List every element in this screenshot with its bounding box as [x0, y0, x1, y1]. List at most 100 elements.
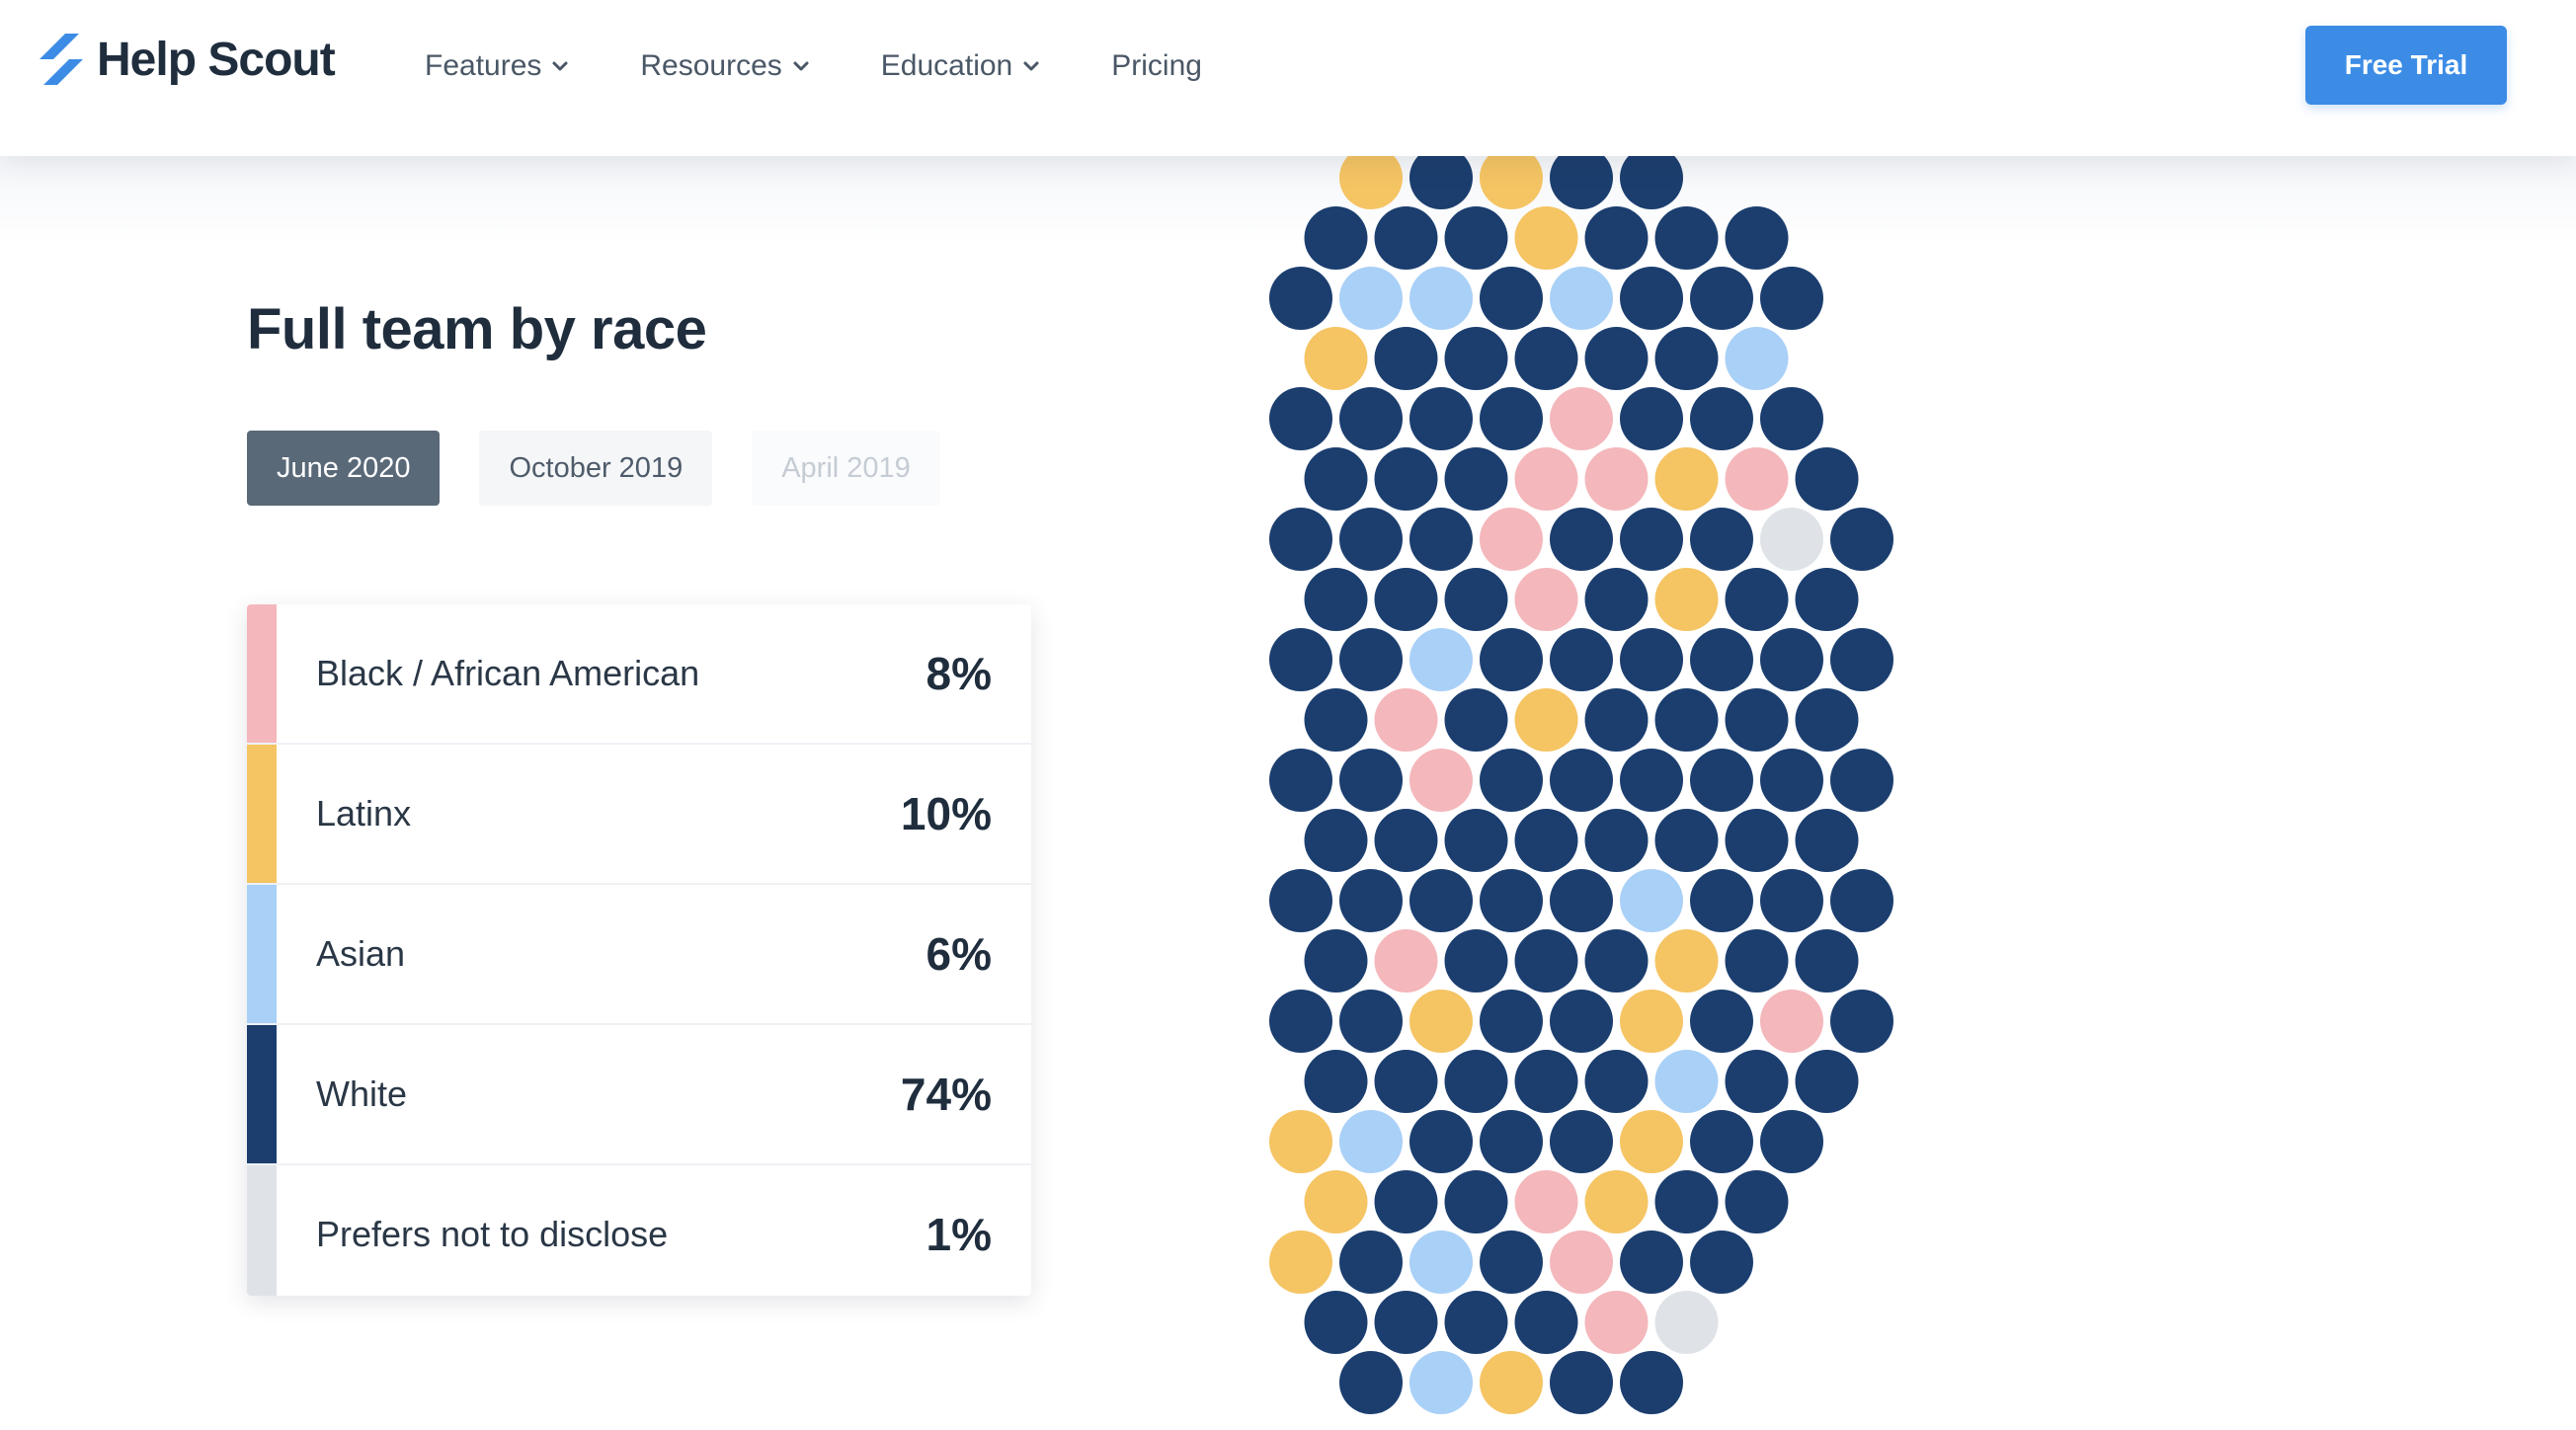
nav-education[interactable]: Education [881, 49, 1040, 83]
dot-white [1584, 568, 1649, 631]
dot-white [1409, 1110, 1473, 1173]
dot-latinx [1514, 688, 1578, 752]
dot-white [1550, 508, 1613, 571]
dot-white [1830, 749, 1893, 812]
dot-white [1269, 387, 1332, 450]
dot-white [1444, 327, 1508, 390]
dot-white [1725, 809, 1789, 872]
dot-white [1760, 628, 1823, 691]
dot-white [1269, 869, 1332, 932]
dot-white [1269, 508, 1332, 571]
legend-swatch [247, 604, 277, 743]
dot-white [1830, 869, 1893, 932]
nav-pricing[interactable]: Pricing [1111, 49, 1202, 83]
dot-latinx [1480, 146, 1543, 209]
dot-white [1374, 447, 1438, 511]
date-tabs: June 2020 October 2019 April 2019 [247, 431, 980, 506]
dot-white [1480, 628, 1543, 691]
dot-latinx [1620, 990, 1683, 1053]
dot-white [1690, 508, 1753, 571]
dot-white [1620, 508, 1683, 571]
free-trial-button[interactable]: Free Trial [2305, 26, 2507, 105]
dot-white [1550, 749, 1613, 812]
dot-white [1760, 869, 1823, 932]
dot-white [1374, 206, 1438, 270]
chevron-down-icon [552, 61, 568, 71]
dot-white [1514, 929, 1578, 993]
dot-white [1690, 869, 1753, 932]
dot-white [1550, 990, 1613, 1053]
dot-white [1584, 327, 1649, 390]
dot-white [1374, 327, 1438, 390]
dot-white [1444, 1050, 1508, 1113]
dot-white [1550, 628, 1613, 691]
legend-row-undisclosed: Prefers not to disclose 1% [247, 1165, 1031, 1296]
dot-white [1690, 1231, 1753, 1294]
legend-label: White [316, 1073, 408, 1114]
dot-white [1374, 1291, 1438, 1354]
dot-white [1620, 146, 1683, 209]
nav-pricing-label: Pricing [1111, 49, 1202, 82]
dot-white [1444, 206, 1508, 270]
dot-white [1795, 688, 1859, 752]
section-title: Full team by race [247, 297, 707, 361]
legend-swatch [247, 745, 277, 883]
dot-white [1339, 990, 1403, 1053]
legend-swatch [247, 885, 277, 1023]
help-scout-logo[interactable]: Help Scout [36, 28, 336, 91]
nav-resources[interactable]: Resources [640, 49, 809, 83]
legend-row-black: Black / African American 8% [247, 604, 1031, 745]
dot-black [1514, 568, 1578, 631]
dot-white [1620, 267, 1683, 330]
dot-white [1444, 809, 1508, 872]
dot-white [1409, 869, 1473, 932]
dot-white [1304, 1291, 1368, 1354]
dot-black [1514, 1170, 1578, 1233]
dot-white [1690, 749, 1753, 812]
dot-white [1269, 749, 1332, 812]
dot-white [1725, 206, 1789, 270]
legend-percent: 1% [926, 1209, 992, 1260]
dot-white [1795, 568, 1859, 631]
dot-latinx [1304, 1170, 1368, 1233]
dot-white [1480, 1231, 1543, 1294]
dot-white [1339, 749, 1403, 812]
dot-asian [1409, 1351, 1473, 1414]
dot-white [1584, 1050, 1649, 1113]
nav-features-label: Features [425, 49, 542, 82]
tab-october-2019[interactable]: October 2019 [479, 431, 713, 506]
dot-white [1830, 508, 1893, 571]
dot-white [1725, 688, 1789, 752]
legend-percent: 10% [900, 788, 992, 839]
dot-white [1409, 146, 1473, 209]
dot-white [1444, 1291, 1508, 1354]
legend-label: Asian [316, 933, 406, 974]
dot-latinx [1514, 206, 1578, 270]
dot-latinx [1409, 990, 1473, 1053]
tab-april-2019[interactable]: April 2019 [752, 431, 940, 506]
legend-percent: 6% [926, 928, 992, 980]
dot-latinx [1654, 447, 1719, 511]
nav-features[interactable]: Features [425, 49, 569, 83]
dot-black [1374, 929, 1438, 993]
dot-white [1444, 1170, 1508, 1233]
dot-black [1480, 508, 1543, 571]
legend-label: Black / African American [316, 653, 700, 693]
chevron-down-icon [1023, 61, 1039, 71]
legend-row-latinx: Latinx 10% [247, 745, 1031, 885]
dot-white [1514, 1050, 1578, 1113]
legend-swatch [247, 1165, 277, 1296]
dot-white [1620, 1351, 1683, 1414]
brand-name: Help Scout [97, 33, 336, 86]
dot-white [1304, 568, 1368, 631]
dot-latinx [1480, 1351, 1543, 1414]
tab-june-2020[interactable]: June 2020 [247, 431, 441, 506]
dot-asian [1409, 1231, 1473, 1294]
dot-white [1760, 749, 1823, 812]
dot-white [1269, 990, 1332, 1053]
dot-black [1550, 1231, 1613, 1294]
nav-resources-label: Resources [640, 49, 782, 82]
dot-white [1514, 1291, 1578, 1354]
dot-white [1654, 206, 1719, 270]
dot-asian [1339, 267, 1403, 330]
